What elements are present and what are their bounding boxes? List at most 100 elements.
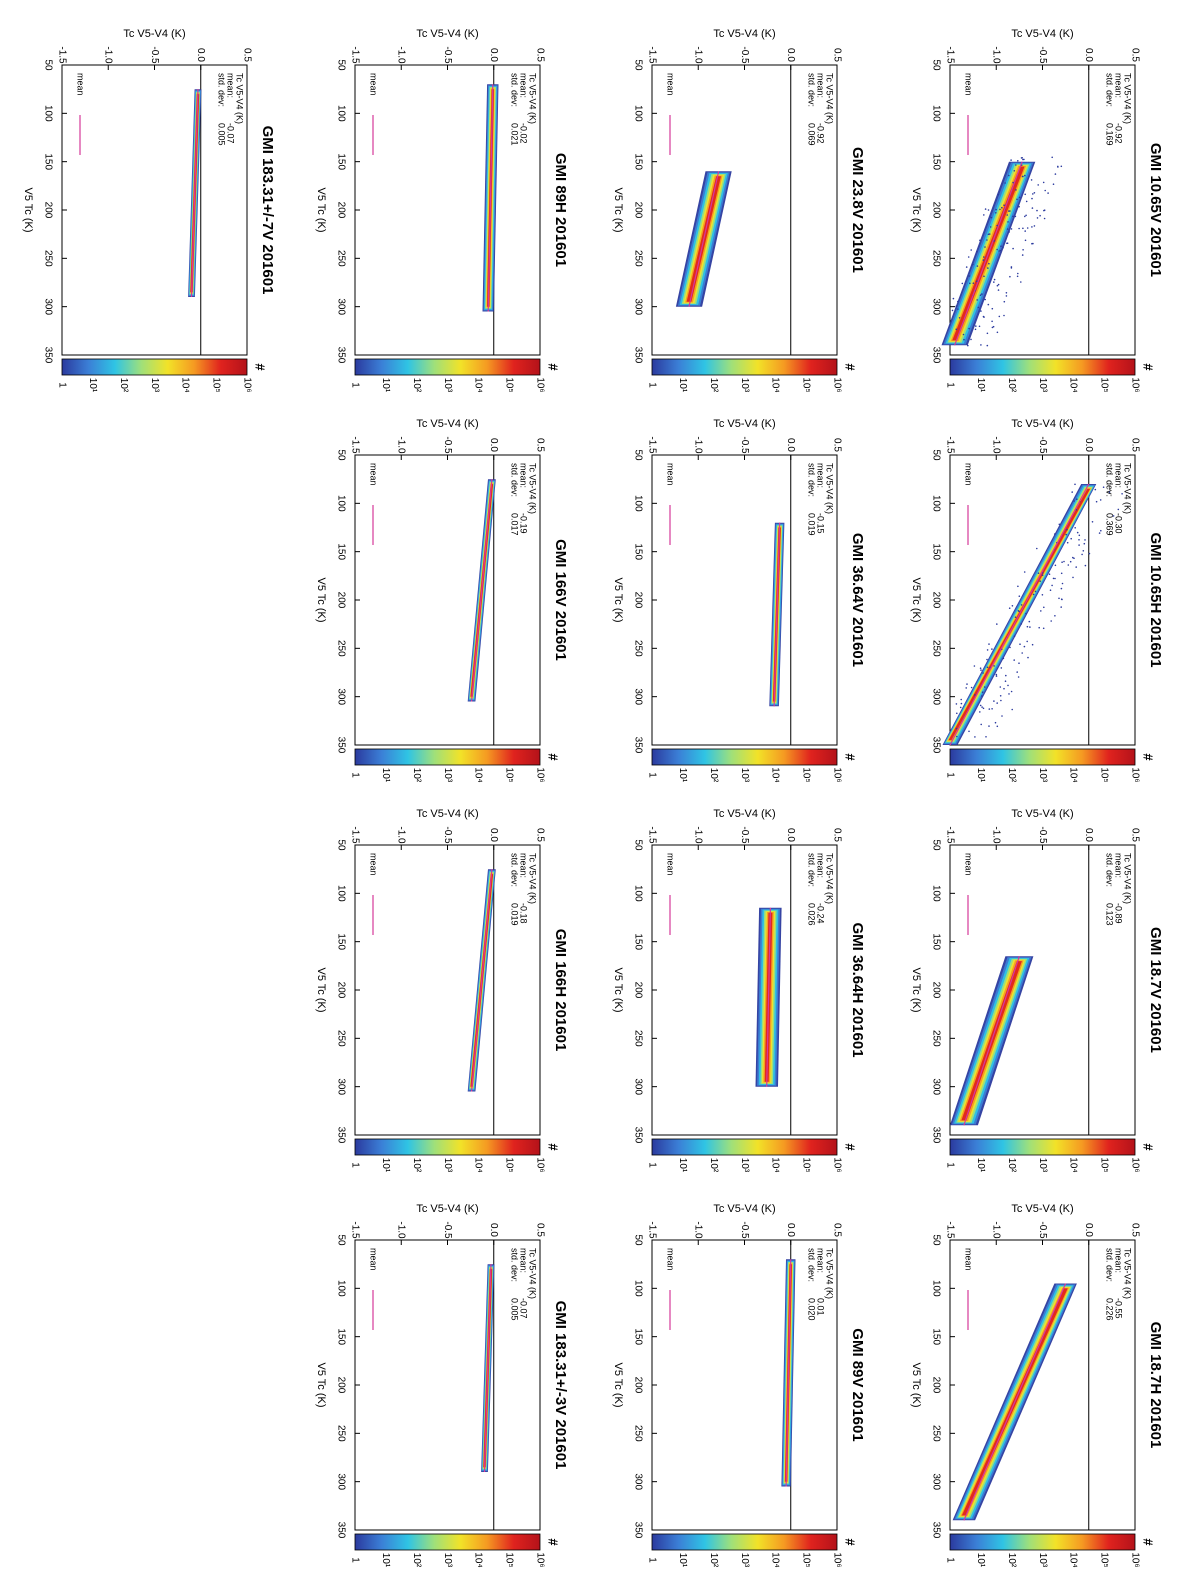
x-axis-label: V5 Tc (K) bbox=[22, 187, 34, 232]
x-axis-label: V5 Tc (K) bbox=[910, 1362, 922, 1407]
colorbar-tick-label: 10³ bbox=[442, 1553, 453, 1568]
outlier-point bbox=[988, 708, 991, 710]
colorbar-tick-label: 10⁶ bbox=[1129, 1552, 1140, 1567]
plot-frame bbox=[61, 64, 248, 356]
stats-mean-label: mean: bbox=[519, 853, 529, 878]
outlier-point bbox=[957, 300, 959, 303]
outlier-point bbox=[1076, 531, 1079, 534]
x-tick-label: 350 bbox=[42, 347, 53, 364]
colorbar-tick-label: 10³ bbox=[442, 768, 453, 783]
plot-frame bbox=[354, 844, 541, 1136]
chart-panel: -1.5 -1.0 -0.5 0.0 0.5 50 100 150 200 250 300 350 Tc… bbox=[612, 808, 866, 1173]
y-tick-label: 0.5 bbox=[1129, 828, 1140, 842]
outlier-point bbox=[1082, 550, 1085, 552]
outlier-point bbox=[982, 672, 984, 674]
outlier-point bbox=[1025, 214, 1027, 217]
y-axis-label: Tc V5-V4 (K) bbox=[416, 808, 478, 820]
outlier-point bbox=[1060, 606, 1062, 608]
panel-title: GMI 18.7V 201601 bbox=[1147, 927, 1164, 1053]
stats-std-label: std. dev: bbox=[1105, 463, 1115, 497]
outlier-point bbox=[1073, 557, 1075, 560]
y-tick-label: 0.5 bbox=[1129, 438, 1140, 452]
outlier-point bbox=[1058, 523, 1061, 526]
y-tick-label: 0.5 bbox=[534, 1223, 545, 1237]
y-tick-label: 0.5 bbox=[831, 1223, 842, 1237]
colorbar-tick-label: 10⁵ bbox=[504, 1552, 515, 1567]
y-axis-label: Tc V5-V4 (K) bbox=[1011, 28, 1073, 40]
stats-mean-label: mean: bbox=[226, 73, 236, 98]
stats-mean-value: -0.18 bbox=[519, 903, 529, 924]
outlier-point bbox=[1083, 542, 1086, 545]
panel-title: GMI 23.8V 201601 bbox=[849, 147, 866, 273]
stats-mean-label: mean: bbox=[816, 853, 826, 878]
colorbar-tick-label: 10⁴ bbox=[180, 377, 191, 392]
x-tick-label: 250 bbox=[930, 1425, 941, 1442]
outlier-point bbox=[1003, 687, 1005, 690]
outlier-point bbox=[1004, 680, 1007, 682]
legend-label: mean bbox=[666, 1248, 676, 1271]
outlier-point bbox=[981, 691, 984, 693]
outlier-point bbox=[1006, 242, 1009, 244]
outlier-point bbox=[1013, 170, 1016, 172]
colorbar-tick-label: 10⁵ bbox=[504, 377, 515, 392]
outlier-point bbox=[1098, 532, 1101, 534]
y-tick-label: -0.5 bbox=[739, 436, 750, 454]
outlier-point bbox=[1014, 215, 1017, 218]
outlier-point bbox=[983, 275, 985, 278]
colorbar-tick-label: 10⁵ bbox=[1099, 377, 1110, 392]
chart-panel: -1.5 -1.0 -0.5 0.0 0.5 50 100 150 200 250 300 350 Tc… bbox=[910, 1203, 1164, 1568]
colorbar-tick-label: 10³ bbox=[1037, 768, 1048, 783]
outlier-point bbox=[1057, 165, 1059, 168]
y-tick-label: -0.5 bbox=[442, 826, 453, 844]
outlier-point bbox=[1026, 640, 1028, 643]
outlier-point bbox=[955, 328, 958, 331]
outlier-point bbox=[968, 730, 970, 733]
panel-title: GMI 36.64V 201601 bbox=[849, 533, 866, 667]
x-tick-label: 200 bbox=[335, 1377, 346, 1394]
x-tick-label: 300 bbox=[632, 1473, 643, 1490]
outlier-point bbox=[1032, 193, 1034, 195]
x-tick-label: 250 bbox=[632, 1030, 643, 1047]
colorbar-tick-label: 10² bbox=[1006, 1158, 1017, 1173]
y-tick-label: 0.5 bbox=[831, 828, 842, 842]
colorbar-title: # bbox=[843, 1143, 858, 1151]
outlier-point bbox=[981, 706, 983, 708]
outlier-point bbox=[1078, 534, 1081, 537]
x-tick-label: 250 bbox=[632, 1425, 643, 1442]
outlier-point bbox=[1009, 275, 1011, 278]
outlier-point bbox=[1041, 574, 1044, 576]
colorbar-tick-label: 1 bbox=[349, 772, 360, 778]
colorbar bbox=[354, 358, 541, 376]
outlier-point bbox=[987, 209, 990, 211]
x-tick-label: 350 bbox=[930, 1127, 941, 1144]
plot-frame bbox=[651, 64, 838, 356]
x-tick-label: 150 bbox=[632, 933, 643, 950]
stats-std-value: 0.069 bbox=[807, 123, 817, 146]
colorbar-tick-label: 10⁵ bbox=[1099, 767, 1110, 782]
colorbar-tick-label: 10² bbox=[708, 1158, 719, 1173]
outlier-point bbox=[995, 675, 998, 677]
outlier-point bbox=[980, 723, 982, 726]
y-tick-label: -0.5 bbox=[739, 46, 750, 64]
x-tick-label: 50 bbox=[930, 59, 941, 71]
outlier-point bbox=[991, 708, 993, 710]
outlier-point bbox=[984, 298, 986, 301]
mean-line bbox=[766, 907, 771, 1087]
colorbar-tick-label: 1 bbox=[944, 1557, 955, 1563]
outlier-point bbox=[1011, 708, 1013, 711]
y-tick-label: 0.0 bbox=[195, 48, 206, 62]
chart-panel: -1.5 -1.0 -0.5 0.0 0.5 50 100 150 200 250 300 350 Tc… bbox=[315, 1203, 569, 1568]
legend-label: mean bbox=[964, 463, 974, 486]
outlier-point bbox=[1099, 499, 1102, 501]
outlier-point bbox=[989, 226, 992, 228]
colorbar-tick-label: 10⁶ bbox=[831, 767, 842, 782]
outlier-point bbox=[1117, 508, 1120, 511]
chart-panel: -1.5 -1.0 -0.5 0.0 0.5 50 100 150 200 250 300 350 Tc… bbox=[315, 28, 569, 393]
outlier-point bbox=[1018, 196, 1021, 199]
outlier-point bbox=[972, 282, 975, 285]
y-tick-label: -1.0 bbox=[396, 436, 407, 454]
outlier-point bbox=[1008, 231, 1010, 233]
y-tick-label: -1.0 bbox=[693, 1221, 704, 1239]
y-tick-label: -1.5 bbox=[646, 46, 657, 64]
outlier-point bbox=[982, 707, 985, 710]
